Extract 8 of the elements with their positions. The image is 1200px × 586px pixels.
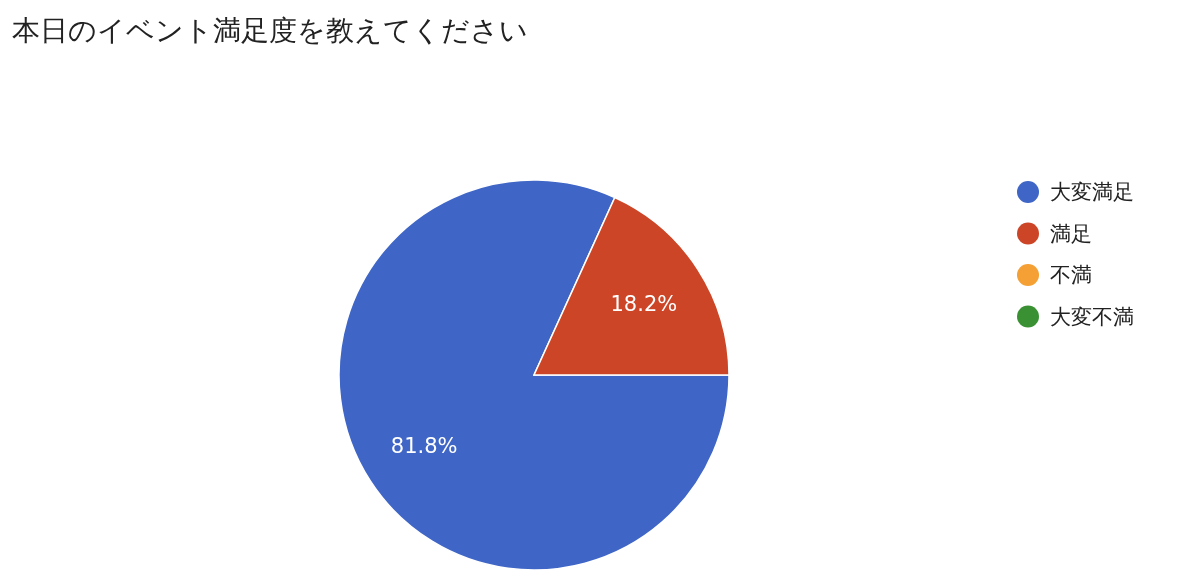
legend-label: 大変満足: [1050, 180, 1134, 204]
data-label: 18.2%: [610, 292, 678, 317]
chart-title: 本日のイベント満足度を教えてください: [12, 14, 528, 47]
pie-slice: [338, 179, 730, 571]
data-label: 81.8%: [390, 433, 458, 458]
legend-label: 大変不満: [1050, 304, 1134, 329]
legend-label: 不満: [1050, 263, 1092, 287]
legend-label: 満足: [1050, 221, 1092, 246]
